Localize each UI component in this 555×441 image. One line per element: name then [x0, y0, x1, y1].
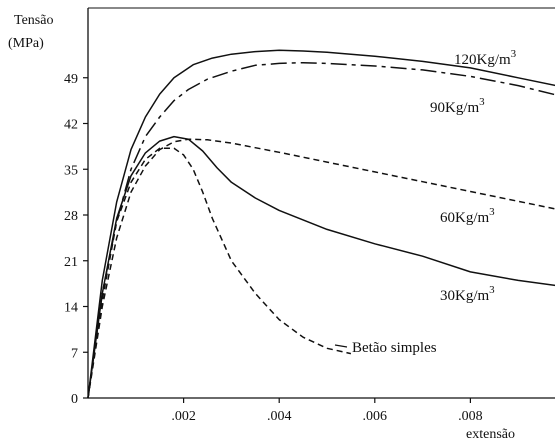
y-tick-label: 21: [64, 255, 78, 270]
series-label-60kg-m3: 60Kg/m3: [440, 206, 495, 226]
y-tick-label: 28: [64, 209, 78, 224]
series-line-60kg-m3: [87, 138, 555, 399]
x-tick-label: .002: [171, 409, 196, 424]
x-tick-label: .004: [267, 409, 292, 424]
series-group: [87, 49, 555, 399]
y-tick-label: 49: [64, 72, 78, 87]
y-tick-label: 42: [64, 118, 78, 133]
x-tick-label: .008: [458, 409, 483, 424]
series-label-superscript: 3: [489, 284, 495, 296]
betao-simples-leader-line: [334, 344, 348, 348]
y-tick-label: 7: [71, 346, 78, 361]
axes: [87, 7, 555, 399]
series-label-bet-o-simples: Betão simples: [352, 340, 437, 356]
series-label-90kg-m3: 90Kg/m3: [430, 96, 485, 116]
series-line-bet-o-simples: [87, 147, 352, 399]
x-tick-label: .006: [363, 409, 388, 424]
series-line-30kg-m3: [87, 135, 555, 399]
series-label-120kg-m3: 120Kg/m3: [454, 48, 517, 68]
x-axis-title: extensão: [466, 427, 515, 441]
series-label-30kg-m3: 30Kg/m3: [440, 284, 495, 304]
series-line-120kg-m3: [87, 49, 555, 399]
series-line-90kg-m3: [87, 61, 555, 399]
y-axis-title-line-1: Tensão: [14, 13, 53, 28]
y-tick-label: 0: [71, 392, 78, 407]
series-label-superscript: 3: [489, 206, 495, 218]
y-tick-label: 14: [64, 301, 78, 316]
series-label-superscript: 3: [511, 48, 517, 60]
y-axis-title-line-2: (MPa): [8, 36, 44, 51]
y-tick-label: 35: [64, 163, 78, 178]
series-labels: 120Kg/m3 90Kg/m3 60Kg/m3 30Kg/m3 Betão simpl…: [334, 48, 517, 356]
series-label-superscript: 3: [479, 96, 485, 108]
